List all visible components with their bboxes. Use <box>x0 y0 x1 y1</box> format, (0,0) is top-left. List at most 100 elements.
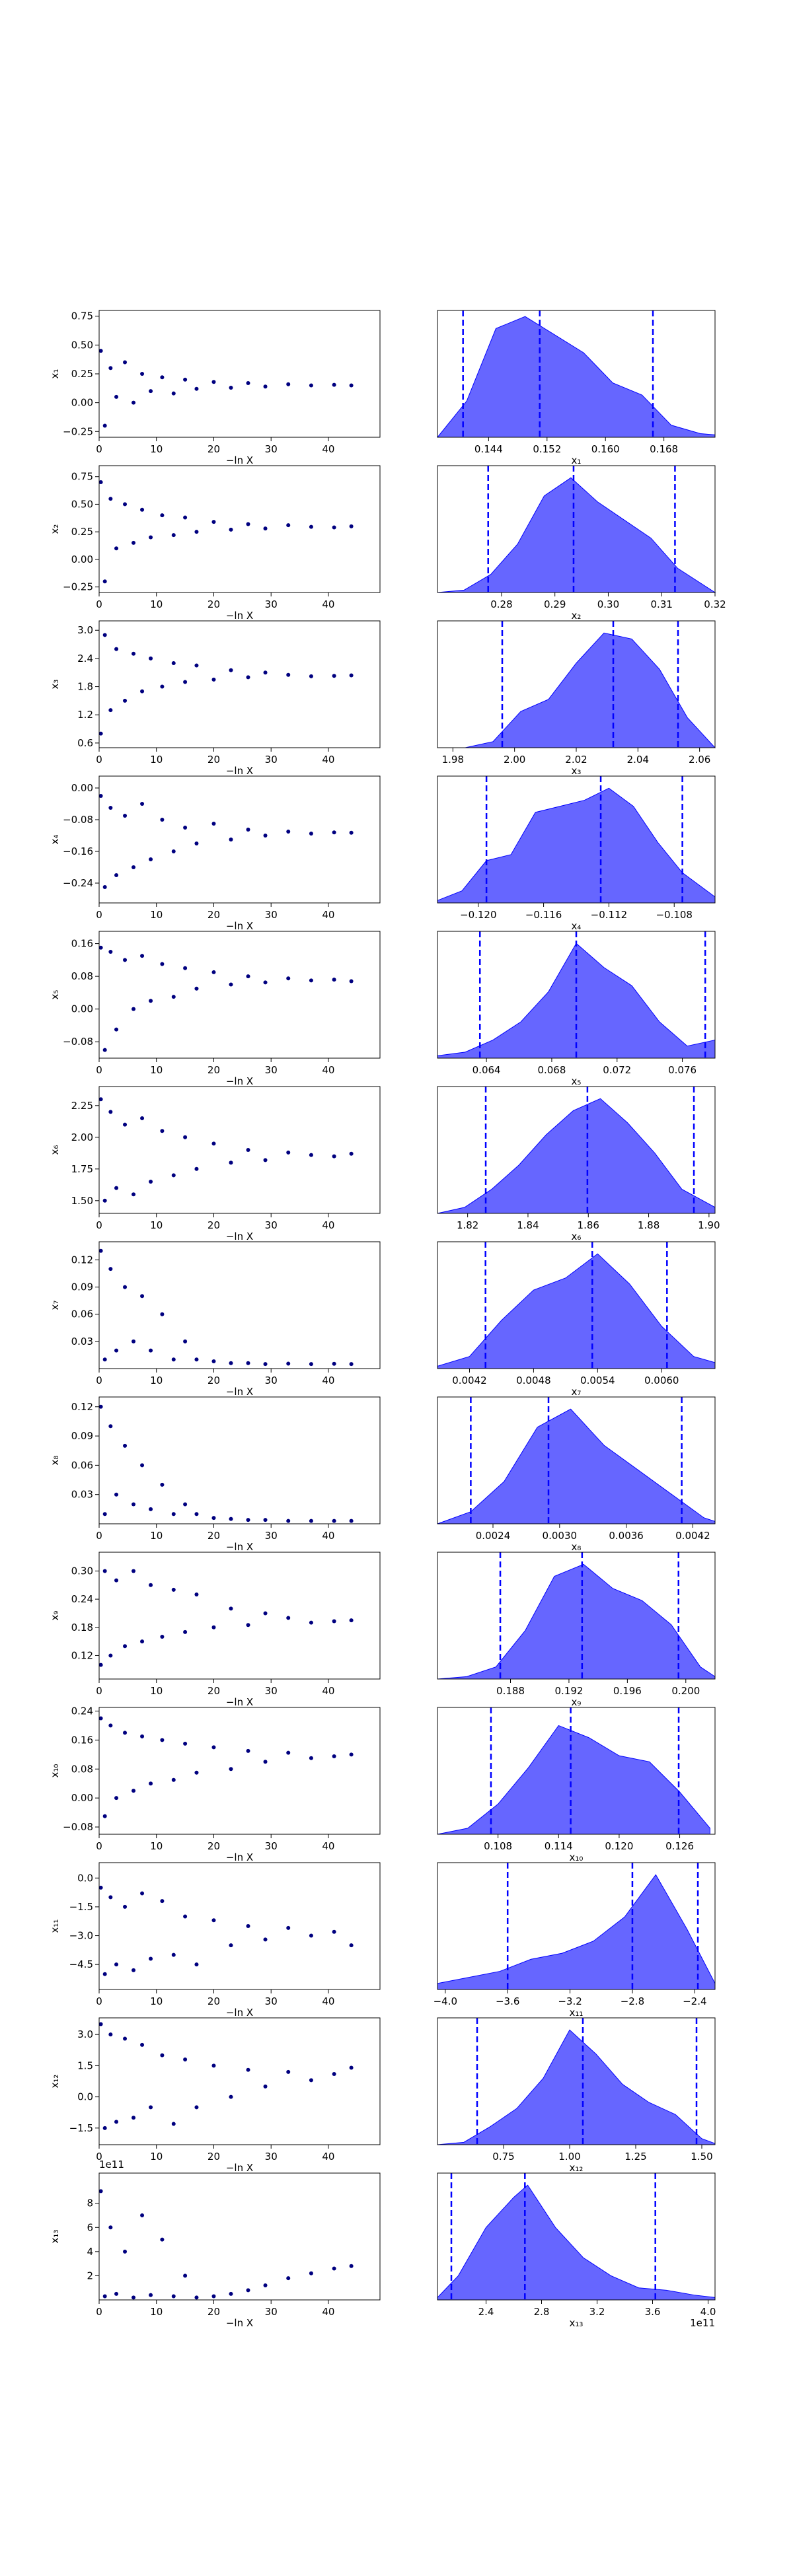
x-axis-label: x₂ <box>572 610 582 622</box>
sample-point <box>332 1154 336 1159</box>
x-tick-label: 40 <box>322 754 334 766</box>
y-tick-label: 0.6 <box>77 737 93 749</box>
x-tick-label: 0.28 <box>490 598 512 610</box>
axes-frame <box>98 1552 381 1680</box>
x-tick-label: 0.076 <box>668 1064 697 1076</box>
x-tick-label: 0.108 <box>484 1840 512 1852</box>
sample-point <box>171 2294 176 2299</box>
sample-point <box>102 1512 107 1517</box>
sample-point <box>98 794 103 798</box>
y-tick-label: 0.30 <box>71 1565 93 1577</box>
sample-point <box>286 2276 291 2281</box>
y-tick-label: 0.09 <box>71 1281 93 1293</box>
y-tick-label: 0.06 <box>71 1308 93 1320</box>
y-tick-label: 2.25 <box>71 1100 93 1112</box>
sample-point <box>211 1745 216 1750</box>
axes-frame <box>98 2017 381 2145</box>
sample-point <box>309 1933 313 1938</box>
axes-frame <box>98 931 381 1059</box>
y-tick-label: 1.75 <box>71 1163 93 1175</box>
sample-point <box>108 1895 113 1900</box>
x-tick-label: 0.064 <box>472 1064 501 1076</box>
sample-point <box>349 1752 354 1757</box>
sample-point <box>183 826 188 830</box>
sample-point <box>140 954 145 958</box>
x-tick-label: 30 <box>265 443 278 455</box>
x-axis-label: x₁ <box>572 454 582 466</box>
axes-frame <box>437 2172 716 2301</box>
sample-point <box>183 1339 188 1343</box>
sample-point <box>309 1362 313 1367</box>
sample-point <box>211 677 216 682</box>
sample-point <box>102 1569 107 1573</box>
x-tick-label: 10 <box>150 754 163 766</box>
axes-frame <box>98 1086 381 1214</box>
x-tick-label: 10 <box>150 1375 163 1386</box>
density-area <box>437 632 716 748</box>
sample-point <box>149 656 153 661</box>
x-axis-label: −ln X <box>226 920 253 932</box>
x-tick-label: 2.4 <box>478 2306 494 2318</box>
x-tick-label: 30 <box>265 1840 278 1852</box>
density-area <box>437 1563 716 1680</box>
x-tick-label: 0.072 <box>603 1064 631 1076</box>
sample-point <box>98 1248 103 1253</box>
sample-point <box>286 523 291 528</box>
y-tick-label: 1.8 <box>77 681 93 693</box>
y-tick-label: −1.5 <box>69 2122 93 2134</box>
sample-point <box>108 1110 113 1114</box>
sample-point <box>246 1518 250 1522</box>
x-axis-label: x₉ <box>572 1696 582 1708</box>
x-tick-label: 10 <box>150 2306 163 2318</box>
sample-point <box>263 1362 268 1367</box>
density-area <box>437 787 716 904</box>
x-tick-label: 0 <box>96 2306 102 2318</box>
sample-point <box>309 832 313 836</box>
sample-point <box>171 533 176 538</box>
y-tick-label: 0.24 <box>71 1593 93 1605</box>
x-tick-label: 40 <box>322 443 334 455</box>
sample-point <box>140 802 145 806</box>
sample-point <box>229 1517 233 1521</box>
sample-point <box>98 2022 103 2026</box>
y-tick-label: −0.25 <box>63 581 93 593</box>
x-tick-label: −3.6 <box>496 1995 519 2007</box>
sample-point <box>102 2294 107 2299</box>
y-axis-label: x₁₂ <box>49 2075 61 2089</box>
x-tick-label: 0 <box>96 2151 102 2163</box>
sample-point <box>108 2225 113 2230</box>
sample-point <box>102 2126 107 2130</box>
x-tick-label: 0.152 <box>533 443 561 455</box>
sample-point <box>98 731 103 736</box>
sample-point <box>114 1578 119 1583</box>
sample-point <box>160 1738 165 1742</box>
x-tick-label: 0.0042 <box>675 1530 710 1542</box>
sample-point <box>263 1760 268 1764</box>
sample-point <box>332 382 336 387</box>
sample-point <box>140 1463 145 1468</box>
y-axis-label: x₆ <box>49 1145 61 1155</box>
x-axis-label: −ln X <box>226 2007 253 2019</box>
sample-point <box>160 684 165 689</box>
x-axis-label: x₁₁ <box>570 2007 584 2019</box>
sample-point <box>149 1348 153 1353</box>
sample-point <box>309 1756 313 1760</box>
x-axis-label: x₅ <box>572 1075 582 1087</box>
x-axis-label: −ln X <box>226 1541 253 1553</box>
x-tick-label: 0 <box>96 754 102 766</box>
x-tick-label: 1.86 <box>578 1219 599 1231</box>
x-tick-label: 0 <box>96 1064 102 1076</box>
sample-point <box>211 2294 216 2299</box>
sample-point <box>149 389 153 394</box>
y-tick-label: 0.50 <box>71 339 93 351</box>
sample-point <box>229 982 233 987</box>
sample-point <box>160 818 165 822</box>
sample-point <box>194 530 199 534</box>
y-axis-label: x₂ <box>49 524 61 534</box>
offset-label: 1e11 <box>690 2317 715 2329</box>
sample-point <box>132 400 136 405</box>
sample-point <box>194 386 199 391</box>
sample-point <box>263 980 268 985</box>
y-tick-label: 1.50 <box>71 1195 93 1207</box>
sample-point <box>132 1192 136 1197</box>
